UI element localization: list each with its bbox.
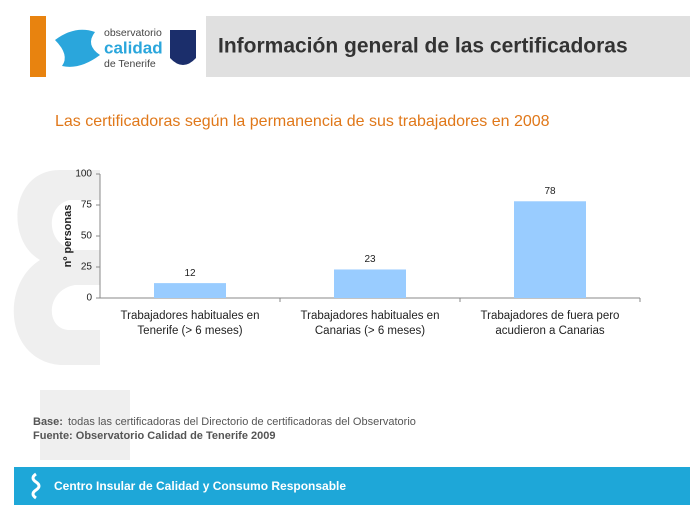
- y-axis-label: nº personas: [62, 205, 74, 268]
- y-tick-label: 50: [81, 231, 93, 242]
- logo-text: de Tenerife: [104, 58, 156, 70]
- footer-text: Centro Insular de Calidad y Consumo Resp…: [54, 479, 346, 493]
- y-tick-label: 75: [81, 200, 93, 211]
- chart-title: Las certificadoras según la permanencia …: [55, 113, 550, 130]
- x-tick-label: Trabajadores habituales en Tenerife (> 6…: [120, 310, 260, 337]
- orange-bar: [30, 16, 46, 77]
- bar: [154, 283, 226, 298]
- source: Fuente: Observatorio Calidad de Tenerife…: [33, 430, 275, 442]
- note-label: Base:: [33, 416, 63, 428]
- footer-bar: [14, 467, 690, 505]
- data-label: 23: [364, 254, 376, 265]
- bar: [334, 269, 406, 298]
- y-tick-label: 25: [81, 262, 93, 273]
- x-tick-label: Trabajadores de fuera pero acudieron a C…: [480, 310, 620, 337]
- logo-text: observatorio: [104, 27, 162, 39]
- note-text: todas las certificadoras del Directorio …: [68, 416, 416, 428]
- footer-icon: [31, 472, 41, 500]
- x-tick-label: Trabajadores habituales en Canarias (> 6…: [300, 310, 440, 337]
- bar: [514, 201, 586, 298]
- page-title: Información general de las certificadora…: [218, 35, 628, 58]
- title-box: [206, 16, 690, 77]
- y-tick-label: 100: [75, 169, 92, 180]
- background-shape: [13, 170, 131, 460]
- data-label: 12: [184, 268, 196, 279]
- logo-text: calidad: [104, 38, 163, 57]
- data-label: 78: [544, 186, 556, 197]
- y-tick-label: 0: [86, 293, 92, 304]
- logo-icon: [55, 29, 100, 67]
- logo-seal: [170, 30, 196, 65]
